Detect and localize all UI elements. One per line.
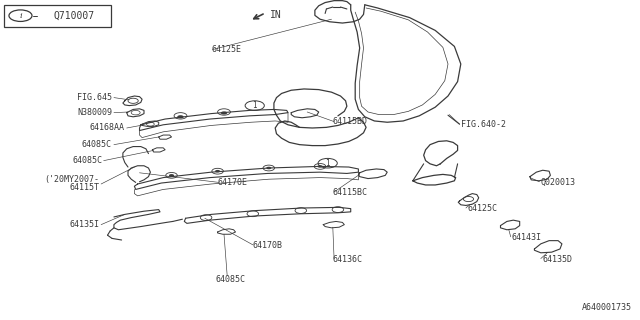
Text: i: i xyxy=(19,12,22,20)
Circle shape xyxy=(169,174,174,177)
Text: 64115T: 64115T xyxy=(69,183,99,192)
Text: 64170B: 64170B xyxy=(253,241,283,250)
Text: 64170E: 64170E xyxy=(218,178,248,187)
Text: FIG.645: FIG.645 xyxy=(77,93,112,102)
Text: ('20MY2007-: ('20MY2007- xyxy=(44,175,99,184)
Text: 64125C: 64125C xyxy=(467,204,497,213)
Circle shape xyxy=(317,165,323,168)
Text: 64136C: 64136C xyxy=(333,255,363,264)
Text: A640001735: A640001735 xyxy=(582,303,632,312)
Text: N380009: N380009 xyxy=(77,108,112,117)
Text: 1: 1 xyxy=(325,159,330,168)
Text: Q020013: Q020013 xyxy=(541,178,576,187)
Text: 64168AA: 64168AA xyxy=(90,124,125,132)
Circle shape xyxy=(215,170,220,172)
Text: Q710007: Q710007 xyxy=(53,11,94,21)
Circle shape xyxy=(266,167,271,169)
Circle shape xyxy=(221,111,227,115)
Text: 64135I: 64135I xyxy=(69,220,99,229)
Text: 64085C: 64085C xyxy=(82,140,112,149)
Text: 64085C: 64085C xyxy=(72,156,102,165)
Text: 1: 1 xyxy=(252,101,257,110)
Text: 64143I: 64143I xyxy=(512,233,542,242)
FancyBboxPatch shape xyxy=(4,5,111,27)
Text: 64135D: 64135D xyxy=(543,255,573,264)
Text: IN: IN xyxy=(270,10,282,20)
Text: 64115BD: 64115BD xyxy=(333,117,368,126)
Text: FIG.640-2: FIG.640-2 xyxy=(461,120,506,129)
Circle shape xyxy=(177,115,184,118)
Text: 64085C: 64085C xyxy=(216,275,245,284)
Text: 64115BC: 64115BC xyxy=(333,188,368,197)
Text: 64125E: 64125E xyxy=(211,45,241,54)
